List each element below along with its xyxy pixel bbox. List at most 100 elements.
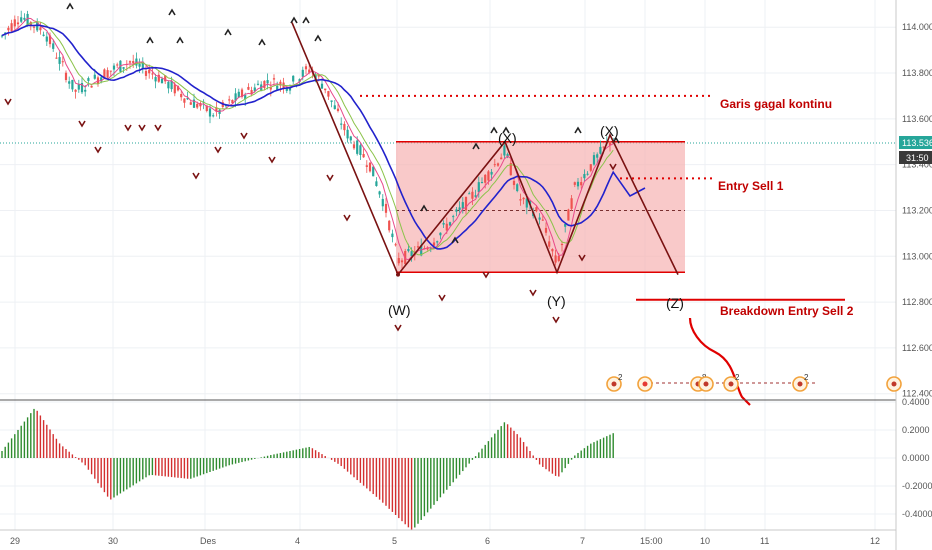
- event-badge-dot: [728, 381, 734, 387]
- time-axis-labels: 29 30 Des 4 5 6 7 15:00 10 11 12: [10, 536, 880, 546]
- candle-body: [359, 145, 362, 156]
- candle-body: [602, 146, 605, 148]
- candle-body: [426, 247, 429, 250]
- candle-body: [512, 180, 516, 186]
- candle-body: [100, 77, 103, 82]
- fractal-up-marker: [302, 16, 310, 24]
- fractal-down-marker: [94, 146, 102, 154]
- candle-body: [164, 75, 167, 82]
- candle-body: [192, 99, 196, 108]
- candle-body: [317, 75, 320, 77]
- candle-body: [90, 85, 93, 88]
- price-tick-2: 113.600: [902, 114, 932, 124]
- fractal-up-marker: [472, 142, 480, 150]
- time-tick-3: 4: [295, 536, 300, 546]
- annotation-levels: [360, 94, 845, 406]
- candle-body: [378, 191, 381, 195]
- candle-body: [304, 66, 308, 70]
- candle-body: [320, 83, 324, 89]
- candle-body: [599, 146, 602, 154]
- fractal-up-marker: [574, 126, 582, 134]
- candle-body: [0, 35, 4, 37]
- candle-body: [452, 216, 455, 218]
- candle-body: [42, 34, 45, 36]
- fractal-up-marker: [168, 8, 176, 16]
- event-badge[interactable]: [698, 376, 714, 392]
- fractal-up-marker: [314, 34, 322, 42]
- candle-body: [416, 246, 420, 248]
- fractal-down-marker: [268, 156, 276, 164]
- candle-body: [516, 184, 519, 191]
- candle-body: [157, 74, 160, 82]
- fractal-up-marker: [502, 126, 510, 134]
- candle-body: [237, 91, 240, 98]
- candle-body: [596, 154, 599, 158]
- candle-body: [189, 102, 192, 105]
- candle-body: [138, 63, 141, 67]
- candle-body: [151, 73, 154, 75]
- candle-body: [253, 87, 256, 92]
- candle-body: [64, 72, 68, 81]
- price-axis-labels: 114.000 113.800 113.600 113.400 113.200 113.0…: [902, 22, 932, 399]
- candle-body: [116, 64, 119, 66]
- wave-label-w: (W): [388, 302, 411, 318]
- candle-body: [23, 17, 26, 20]
- candle-body: [109, 70, 112, 72]
- wave-label-x1: (X): [498, 130, 517, 146]
- fractal-down-marker: [214, 146, 222, 154]
- candle-body: [388, 220, 391, 231]
- consolidation-zone: [396, 140, 685, 274]
- candle-body: [560, 243, 564, 246]
- time-tick-8: 10: [700, 536, 710, 546]
- fractal-down-marker: [124, 124, 132, 132]
- time-tick-4: 5: [392, 536, 397, 546]
- fractal-up-marker: [420, 204, 428, 212]
- candle-body: [256, 83, 260, 85]
- fractal-down-marker: [482, 271, 490, 279]
- candle-body: [420, 245, 423, 256]
- candle-body: [144, 70, 148, 76]
- candle-body: [93, 74, 96, 79]
- candle-body: [365, 165, 368, 167]
- fractal-down-marker: [326, 174, 334, 182]
- candle-body: [132, 61, 135, 64]
- candle-body: [4, 32, 7, 34]
- candle-body: [58, 57, 61, 64]
- oscillator-axis-labels: 0.4000 0.2000 0.0000 -0.2000 -0.4000: [902, 397, 932, 519]
- event-badge[interactable]: 2: [723, 373, 740, 392]
- candle-body: [410, 251, 413, 257]
- candle-body: [160, 78, 164, 84]
- time-tick-6: 7: [580, 536, 585, 546]
- time-tick-5: 6: [485, 536, 490, 546]
- candle-body: [496, 163, 500, 166]
- candle-body: [26, 13, 29, 26]
- wave-path: [291, 22, 679, 277]
- fractal-down-marker: [343, 214, 351, 222]
- event-badges[interactable]: 2822: [606, 373, 902, 392]
- event-badge[interactable]: 2: [606, 373, 623, 392]
- candle-body: [176, 85, 180, 91]
- candle-body: [448, 222, 452, 226]
- osc-tick-4: -0.4000: [902, 509, 932, 519]
- entry-sell-1-label: Entry Sell 1: [718, 179, 784, 193]
- wave-label-y: (Y): [547, 293, 566, 309]
- event-badge[interactable]: [637, 376, 653, 392]
- candle-body: [372, 166, 375, 177]
- fractal-down-marker: [4, 98, 12, 106]
- candle-body: [186, 97, 189, 100]
- candle-body: [583, 174, 586, 179]
- price-tick-5: 113.000: [902, 251, 932, 261]
- price-tick-0: 114.000: [902, 22, 932, 32]
- candle-body: [445, 223, 448, 231]
- candle-body: [397, 258, 400, 264]
- candle-body: [61, 61, 64, 63]
- event-badge[interactable]: 2: [792, 373, 809, 392]
- last-price-label: 113.536: [902, 138, 932, 148]
- price-tick-7: 112.600: [902, 343, 932, 353]
- candle-body: [167, 81, 170, 89]
- event-badge[interactable]: [886, 376, 902, 392]
- candle-body: [356, 140, 359, 154]
- fractal-up-marker: [490, 126, 498, 134]
- candle-body: [301, 69, 304, 77]
